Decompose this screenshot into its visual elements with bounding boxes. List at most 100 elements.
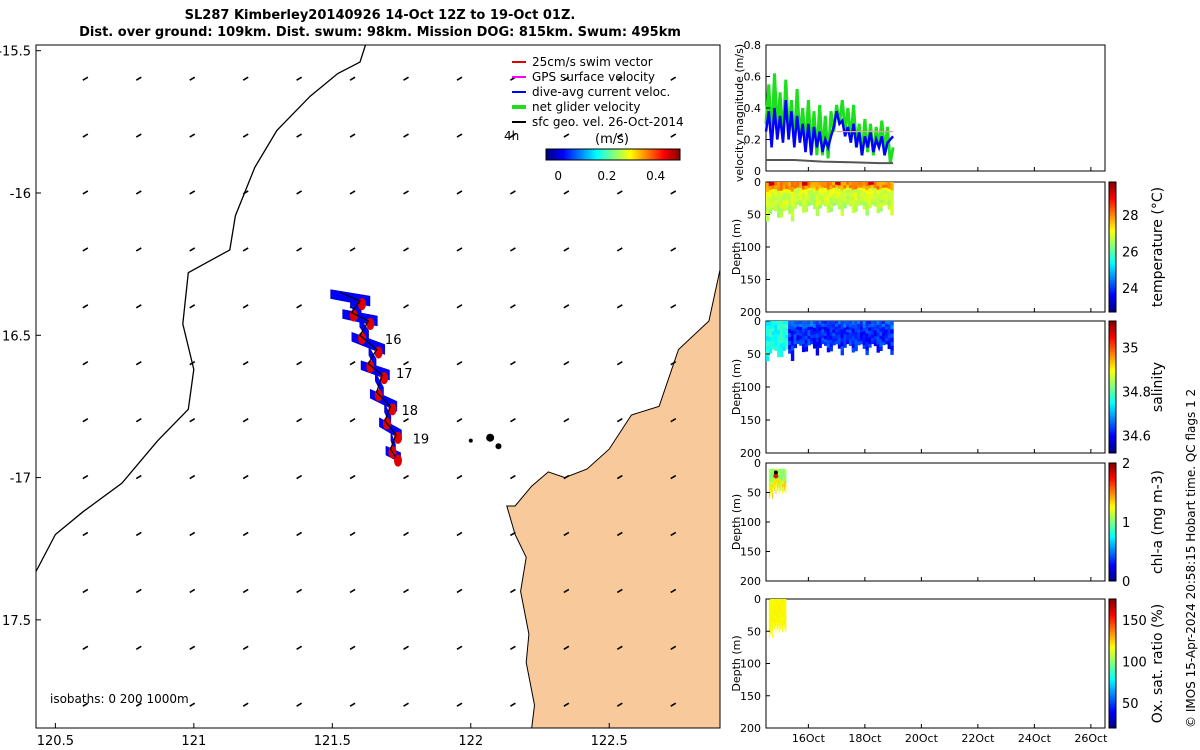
geo-arrow xyxy=(135,702,142,707)
geo-arrow xyxy=(563,76,570,81)
geo-arrow xyxy=(670,190,677,195)
geo-arrow xyxy=(296,474,303,480)
geo-arrow xyxy=(563,190,570,195)
geo-arrow xyxy=(456,304,463,309)
geo-arrow xyxy=(242,417,249,423)
geo-arrow xyxy=(616,76,623,81)
geo-arrow xyxy=(189,531,196,537)
depth-tick: 50 xyxy=(747,487,761,500)
geo-arrow xyxy=(563,702,570,707)
map-y-tick: -16 xyxy=(10,187,31,202)
day-label: 17 xyxy=(396,367,413,382)
geo-arrow xyxy=(82,588,89,594)
swim-vector-patch xyxy=(358,298,366,311)
depth-tick: 200 xyxy=(740,575,761,588)
time-x-tick: 20Oct xyxy=(905,732,939,745)
map-y-tick: -15.5 xyxy=(0,45,31,60)
section-panel-3: 0 50 100 150 200 Depth (m) 0 1 2 chl-a (mg m-3) xyxy=(730,457,1166,590)
geo-arrow xyxy=(296,645,303,651)
section-axes xyxy=(765,598,1106,729)
geo-arrow xyxy=(135,645,142,651)
geo-arrow xyxy=(563,645,570,651)
geo-arrow xyxy=(510,645,516,651)
geo-arrow xyxy=(670,133,677,138)
time-x-tick: 24Oct xyxy=(1018,732,1052,745)
colorbar-tick: 0 xyxy=(554,169,562,183)
geo-arrow xyxy=(563,474,570,480)
geo-arrow xyxy=(349,702,356,707)
geo-arrow xyxy=(296,133,303,138)
map-x-tick: 122.5 xyxy=(591,734,628,749)
depth-tick: 0 xyxy=(754,176,761,189)
colorbar-tick: 2 xyxy=(1122,457,1130,472)
geo-arrow xyxy=(403,588,409,594)
geo-arrow xyxy=(616,190,623,195)
section-panel-1: 0 50 100 150 200 Depth (m) 24 26 28 temperature (… xyxy=(730,176,1166,319)
geo-arrow xyxy=(403,76,409,81)
geo-arrow xyxy=(296,190,303,195)
geo-arrow xyxy=(242,531,249,537)
geo-arrow xyxy=(349,76,356,81)
geo-arrow xyxy=(82,474,89,480)
velocity-y-tick: 0.6 xyxy=(744,71,762,84)
geo-arrow xyxy=(296,588,303,594)
isobath-line xyxy=(36,45,367,572)
velocity-y-tick: 0.8 xyxy=(744,39,762,52)
map-y-tick: 17.5 xyxy=(2,614,31,629)
depth-tick: 200 xyxy=(740,722,761,735)
depth-tick: 100 xyxy=(740,516,761,529)
geo-arrow xyxy=(296,247,303,252)
legend-entry: 25cm/s swim vector xyxy=(532,55,653,69)
geo-arrow xyxy=(189,247,196,252)
geo-arrow xyxy=(403,304,409,309)
island-0 xyxy=(486,433,495,442)
geo-arrow xyxy=(82,361,89,366)
day-label: 19 xyxy=(413,432,430,447)
geo-arrow xyxy=(403,531,409,537)
chart-subtitle: Dist. over ground: 109km. Dist. swum: 98… xyxy=(79,25,681,40)
geo-arrow xyxy=(242,76,249,81)
depth-tick: 200 xyxy=(740,447,761,460)
geo-arrow xyxy=(189,133,196,138)
depth-ylabel: Depth (m) xyxy=(730,219,743,275)
geo-arrow xyxy=(510,304,516,309)
section-colorbar xyxy=(1108,181,1117,313)
geo-arrow xyxy=(82,304,89,309)
geo-arrow xyxy=(135,247,142,252)
map-x-tick: 122 xyxy=(458,734,483,749)
colorbar-label: Ox. sat. ratio (%) xyxy=(1150,604,1166,723)
geo-arrow xyxy=(135,474,142,480)
geo-arrow xyxy=(296,702,303,707)
geo-arrow xyxy=(296,361,303,366)
section-colorbar xyxy=(1108,320,1117,454)
time-x-tick: 16Oct xyxy=(792,732,826,745)
legend-entry: GPS surface velocity xyxy=(532,70,655,84)
legend-entry: dive-avg current veloc. xyxy=(532,85,670,99)
map-frame: 120.5 121 121.5 122 122.5 -15.5 -16 16.5 -17 17.5 xyxy=(0,44,721,749)
geo-arrow xyxy=(456,645,463,651)
depth-tick: 100 xyxy=(740,381,761,394)
geo-arrow xyxy=(242,361,249,366)
map-x-tick: 121.5 xyxy=(314,734,351,749)
geo-arrow xyxy=(456,531,463,537)
geo-arrow xyxy=(670,645,677,651)
geo-arrow xyxy=(670,247,677,252)
geo-arrow xyxy=(349,474,356,480)
geo-arrow xyxy=(242,247,249,252)
geo-arrow xyxy=(670,531,677,537)
geo-arrow xyxy=(616,531,623,537)
geo-arrow xyxy=(349,417,356,423)
geo-arrow xyxy=(349,645,356,651)
swim-vector-patch xyxy=(374,389,383,402)
geo-arrow xyxy=(616,361,623,366)
map-y-tick: 16.5 xyxy=(2,329,31,344)
geo-arrow xyxy=(296,76,303,81)
island-2 xyxy=(468,438,473,443)
geo-arrow xyxy=(403,133,409,138)
geo-arrow xyxy=(349,588,356,594)
geo-arrow xyxy=(242,702,249,707)
depth-tick: 0 xyxy=(754,315,761,328)
geo-arrow xyxy=(189,76,196,81)
